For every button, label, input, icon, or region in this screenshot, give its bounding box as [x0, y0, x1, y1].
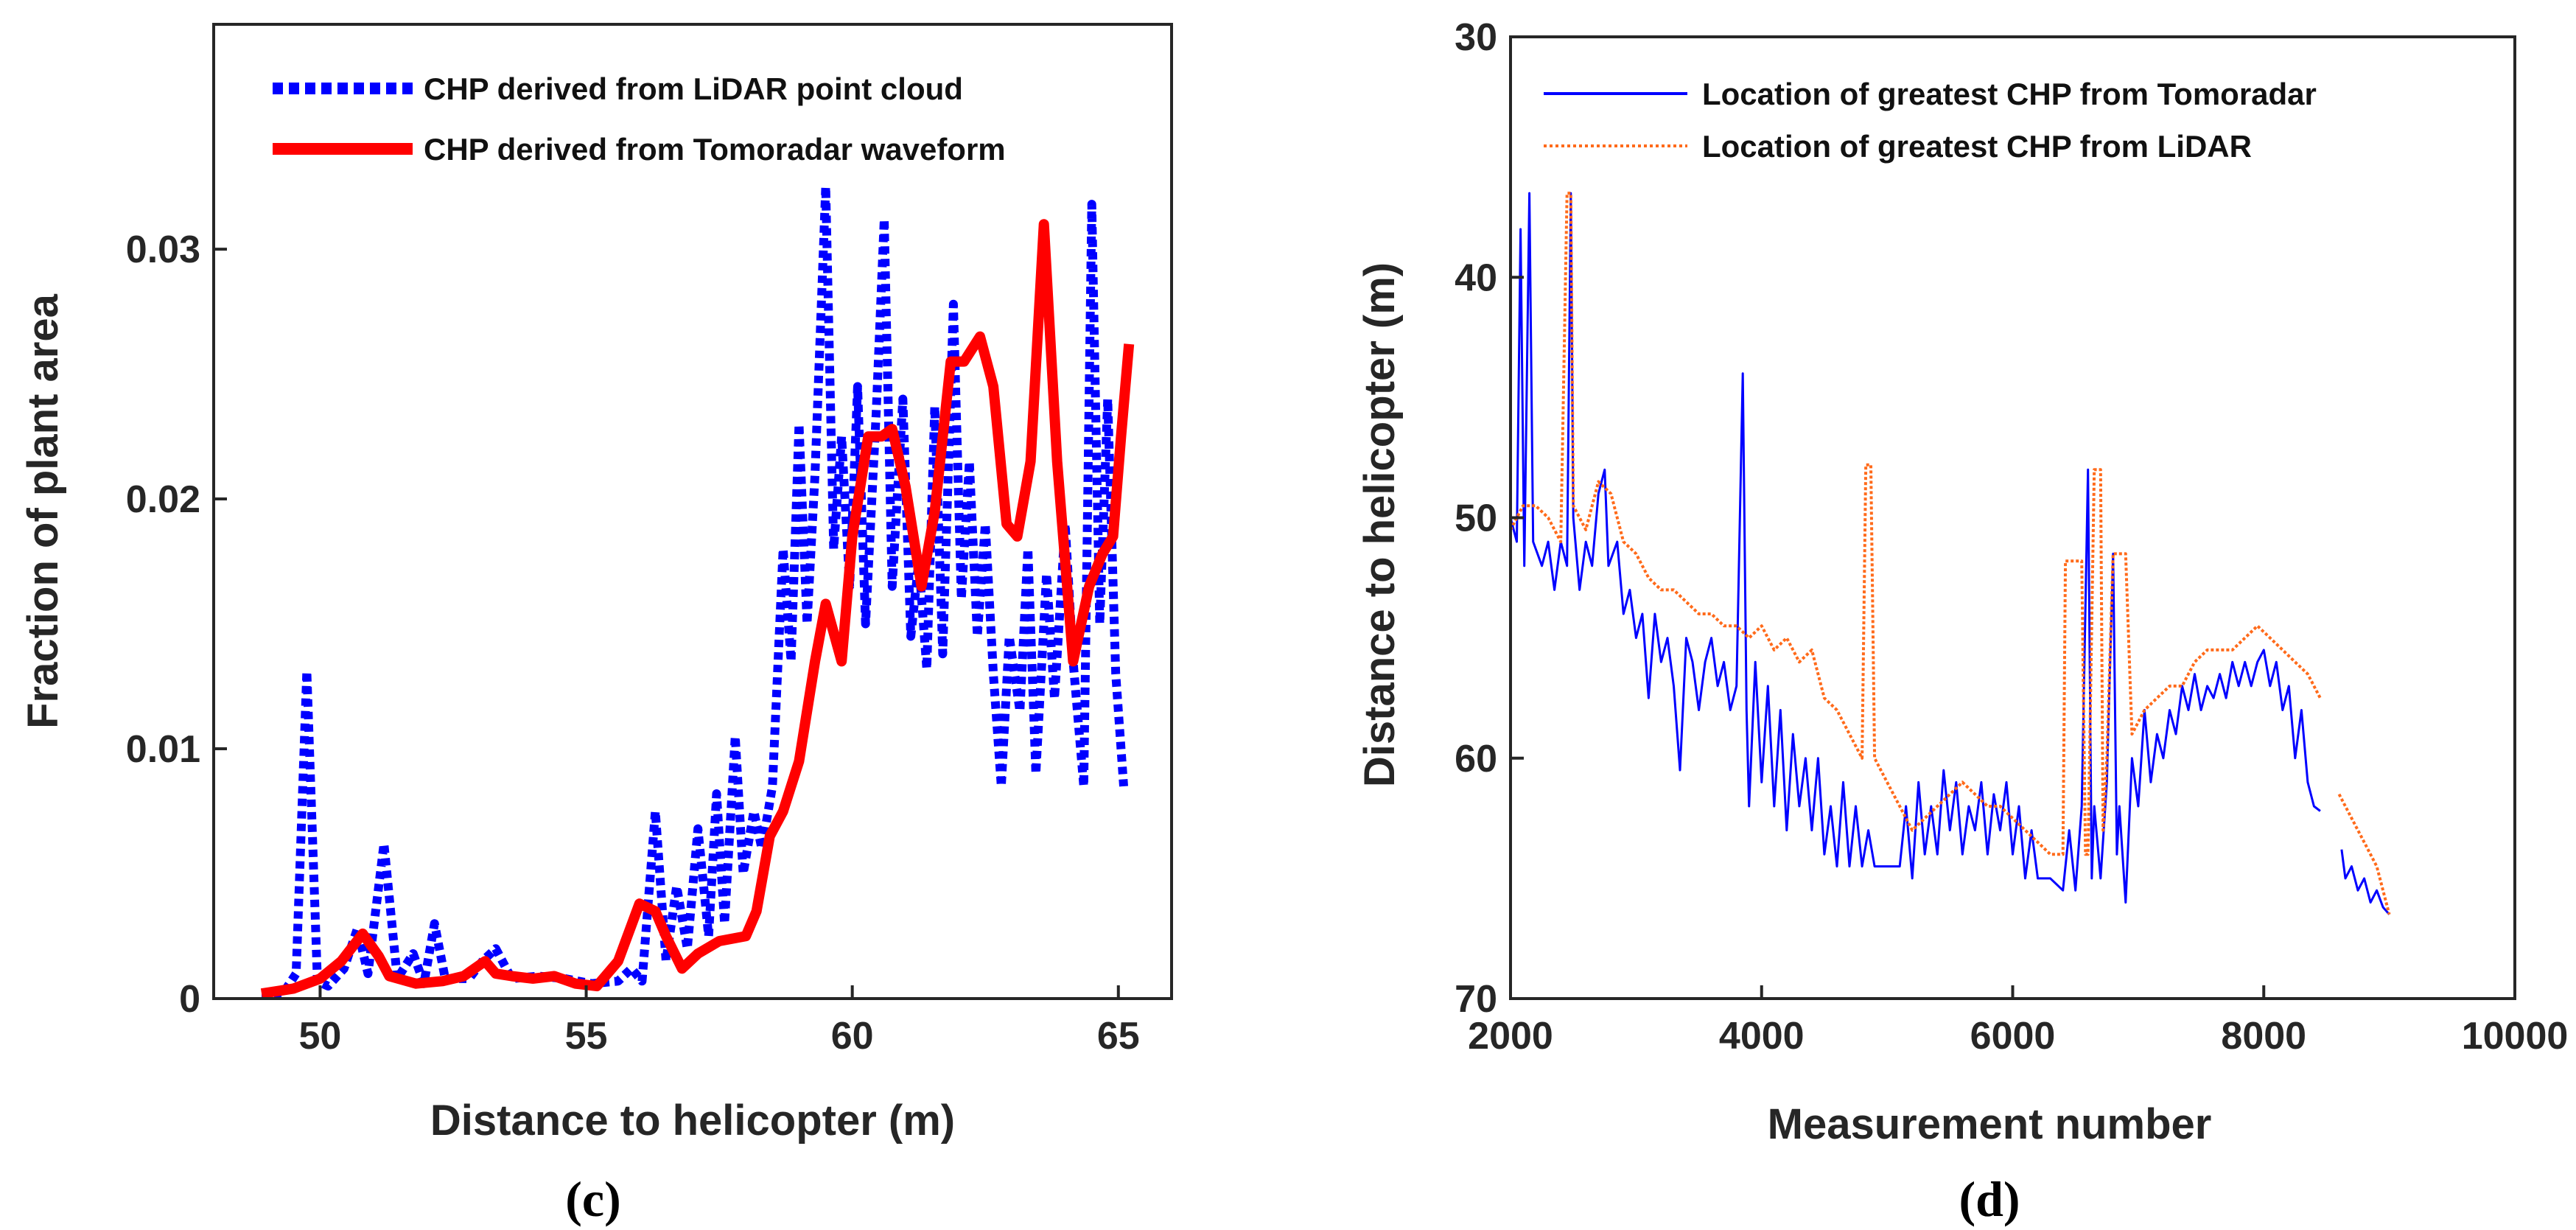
panel-d-xtick-label: 2000 — [1468, 1015, 1553, 1058]
panel-d-chart: 2000 4000 6000 8000 10000 30 40 50 60 70 Distance… — [1356, 16, 2568, 1227]
panel-d-xtick-label: 10000 — [2462, 1015, 2569, 1058]
panel-d-xtick-label: 6000 — [1970, 1015, 2056, 1058]
panel-d-legend: Location of greatest CHP from Tomoradar … — [1544, 77, 2317, 164]
panel-d-ytick-label: 30 — [1455, 16, 1497, 59]
panel-c-series-group — [260, 182, 1135, 999]
panel-c-xtick-label: 55 — [565, 1015, 608, 1058]
panel-c-ticks: 50 55 60 65 0 0.01 0.02 0.03 — [126, 228, 1140, 1058]
panel-c-ytick-label: 0.02 — [126, 478, 200, 521]
legend-tomoradar-location-label: Location of greatest CHP from Tomoradar — [1702, 77, 2317, 111]
panel-d-panel-label: (d) — [1959, 1171, 2020, 1227]
panel-c-series-1-line — [262, 182, 1128, 999]
panel-d-series-2-line — [1509, 192, 2322, 856]
panel-c-xlabel: Distance to helicopter (m) — [430, 1097, 955, 1145]
panel-c-legend: CHP derived from LiDAR point cloud CHP d… — [273, 71, 1006, 167]
panel-c-xtick-label: 50 — [299, 1015, 342, 1058]
panel-c-xtick-label: 60 — [831, 1015, 874, 1058]
panel-d-xtick-label: 4000 — [1719, 1015, 1805, 1058]
panel-c-series-2-line — [260, 219, 1135, 999]
panel-d-xtick-label: 8000 — [2221, 1015, 2306, 1058]
panel-c-axes-box — [212, 23, 1173, 1000]
panel-c-ytick-label: 0.03 — [126, 228, 200, 271]
panel-c-chart: 50 55 60 65 0 0.01 0.02 0.03 Fraction of plant … — [19, 23, 1173, 1227]
panel-d-series-1-line — [1509, 192, 2321, 904]
panel-d-ytick-label: 50 — [1455, 497, 1497, 540]
panel-d-ticks: 2000 4000 6000 8000 10000 30 40 50 60 70 — [1455, 16, 2568, 1058]
panel-c-ytick-label: 0.01 — [126, 728, 200, 771]
panel-d-ytick-label: 60 — [1455, 738, 1497, 780]
legend-lidar-location-label: Location of greatest CHP from LiDAR — [1702, 129, 2252, 164]
panel-d-series-1-line-tail — [2340, 849, 2390, 915]
panel-c-xtick-label: 65 — [1097, 1015, 1140, 1058]
panel-d-xlabel: Measurement number — [1768, 1100, 2212, 1148]
panel-d-ytick-label: 40 — [1455, 256, 1497, 299]
panel-d-series-group — [1509, 192, 2391, 915]
panel-c-ylabel: Fraction of plant area — [19, 293, 67, 729]
panel-d-series-2-line-tail — [2337, 793, 2391, 915]
panel-d-ylabel: Distance to helicopter (m) — [1356, 262, 1404, 787]
panel-c-ytick-label: 0 — [179, 978, 200, 1021]
panel-c-panel-label: (c) — [565, 1171, 620, 1227]
legend-tomoradar-label: CHP derived from Tomoradar waveform — [424, 132, 1006, 167]
panel-d-ytick-label: 70 — [1455, 978, 1497, 1021]
legend-lidar-label: CHP derived from LiDAR point cloud — [424, 71, 963, 106]
